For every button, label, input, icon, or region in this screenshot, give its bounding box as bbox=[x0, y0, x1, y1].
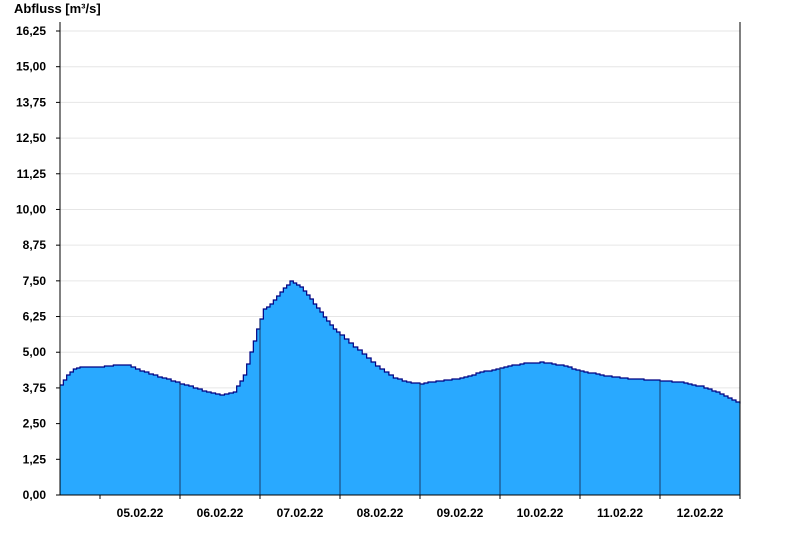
x-tick-labels: 05.02.22 06.02.22 07.02.22 08.02.22 09.02.22… bbox=[117, 506, 724, 520]
x-tick-label: 05.02.22 bbox=[117, 506, 164, 520]
x-tick-label: 07.02.22 bbox=[277, 506, 324, 520]
y-tick-label: 3,75 bbox=[23, 381, 47, 395]
x-tick-label: 10.02.22 bbox=[517, 506, 564, 520]
y-tick-label: 11,25 bbox=[17, 167, 47, 181]
y-tick-label: 12,50 bbox=[16, 131, 46, 145]
y-tick-label: 16,25 bbox=[16, 24, 46, 38]
series-fill bbox=[60, 281, 740, 495]
y-tick-label: 6,25 bbox=[23, 310, 47, 324]
y-tick-label: 8,75 bbox=[23, 238, 47, 252]
day-separators bbox=[179, 319, 661, 495]
axes bbox=[56, 22, 741, 499]
y-axis-label: Abfluss [m³/s] bbox=[14, 1, 101, 16]
y-tick-label: 10,00 bbox=[16, 202, 46, 216]
x-tick-label: 09.02.22 bbox=[437, 506, 484, 520]
y-tick-label: 1,25 bbox=[23, 452, 47, 466]
y-tick-label: 5,00 bbox=[23, 345, 47, 359]
y-tick-label: 13,75 bbox=[16, 95, 46, 109]
x-tick-label: 06.02.22 bbox=[197, 506, 244, 520]
x-tick-label: 08.02.22 bbox=[357, 506, 404, 520]
series-area bbox=[60, 280, 741, 495]
series-line bbox=[60, 280, 741, 404]
x-tick-label: 12.02.22 bbox=[677, 506, 724, 520]
y-tick-label: 15,00 bbox=[16, 60, 46, 74]
y-tick-labels: 0,00 1,25 2,50 3,75 5,00 6,25 7,50 8,75 10,00 11,… bbox=[16, 24, 46, 502]
y-tick-label: 7,50 bbox=[23, 274, 47, 288]
x-tick-label: 11.02.22 bbox=[597, 506, 643, 520]
y-tick-label: 0,00 bbox=[23, 488, 47, 502]
y-tick-label: 2,50 bbox=[23, 417, 47, 431]
